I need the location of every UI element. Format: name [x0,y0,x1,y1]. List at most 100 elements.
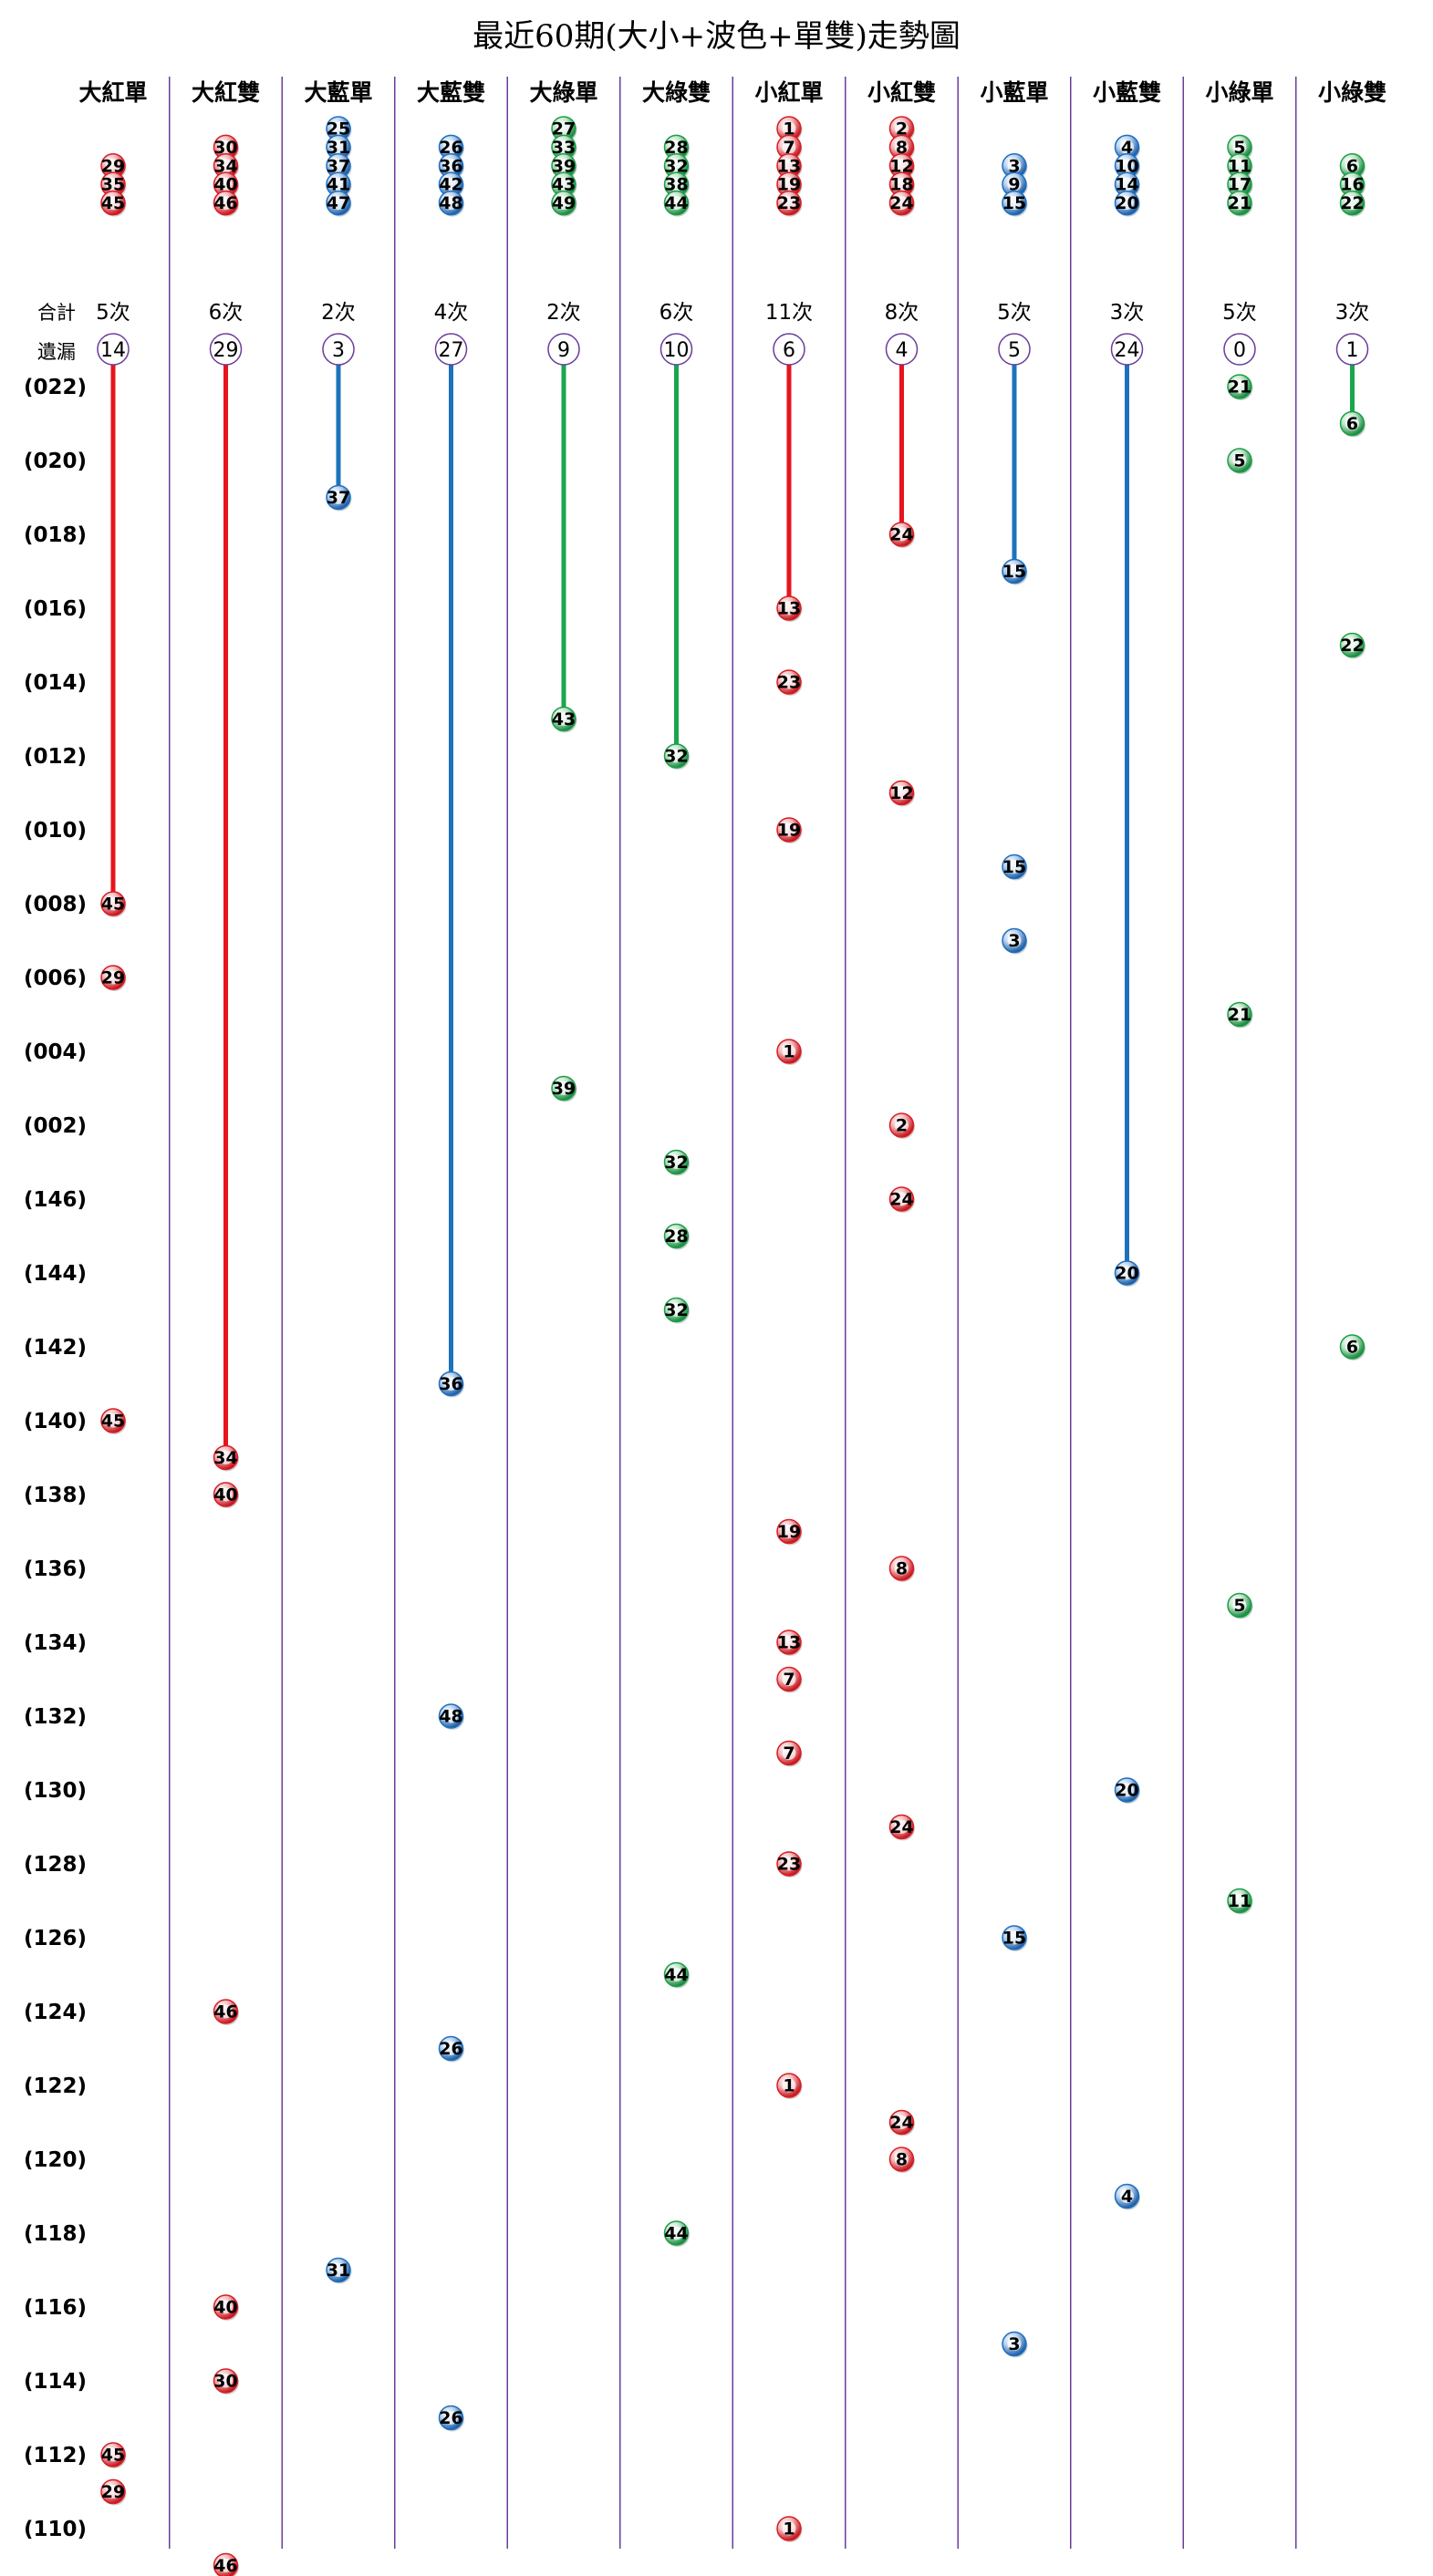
column-header: 大藍雙 [417,79,485,106]
missing-count: 14 [100,339,126,362]
period-label: (006) [24,967,87,990]
ball-center [219,1451,233,1464]
column-total: 4次 [434,301,469,325]
candidate-ball: 20 [1114,190,1140,217]
ball-center [782,1044,796,1059]
ball-number: 42 [439,175,462,195]
period-label: (134) [24,1631,87,1655]
period-label: (124) [24,2001,87,2024]
ball-number: 29 [101,968,125,988]
ball-number: 32 [664,1300,688,1320]
ball-number: 43 [552,709,576,729]
ball-center [219,140,233,154]
ball-number: 34 [213,156,237,176]
ball-center [1007,934,1022,947]
hit-ball: 29 [100,2478,127,2506]
column-total: 2次 [321,301,356,325]
ball-center [1232,1894,1247,1908]
ball-center [1007,159,1022,173]
ball-number: 41 [327,175,350,195]
ball-number: 43 [552,175,576,195]
column-dividers [169,77,1297,2549]
hit-ball: 39 [551,1075,577,1102]
ball-center [782,1857,796,1871]
ball-number: 24 [889,525,913,545]
ball-number: 36 [439,156,462,176]
ball-center [895,1820,909,1834]
hit-ball: 3 [1002,2331,1028,2358]
candidate-ball: 30 [213,134,239,161]
period-label: (112) [24,2444,87,2467]
period-label: (142) [24,1336,87,1360]
missing-count: 1 [1346,339,1359,362]
period-label: (128) [24,1853,87,1877]
hit-ball: 8 [888,1556,915,1582]
hit-ball: 21 [1227,374,1253,400]
ball-number: 4 [1121,2187,1133,2207]
ball-number: 13 [777,156,801,176]
ball-number: 46 [213,2002,237,2023]
ball-number: 8 [896,1559,908,1579]
ball-center [556,196,571,211]
ball-center [895,2152,909,2167]
ball-number: 15 [1002,193,1026,213]
ball-center [219,2374,233,2388]
period-label: (008) [24,893,87,916]
ball-number: 17 [1228,175,1251,195]
ball-center [782,2521,796,2536]
ball-center [106,196,120,211]
ball-number: 26 [439,138,462,158]
ball-center [1345,196,1359,211]
hit-ball: 45 [100,891,127,917]
candidate-ball: 1 [776,116,803,142]
missing-circle [885,333,919,366]
missing-circle [209,333,243,366]
missing-count: 6 [783,339,795,362]
candidate-ball: 23 [776,190,803,217]
hit-ball: 30 [213,2368,239,2395]
ball-number: 16 [1340,175,1364,195]
ball-number: 46 [213,2556,237,2576]
ball-center [219,2559,233,2572]
ball-number: 3 [1008,2334,1020,2354]
column-total: 11次 [765,301,813,325]
column-header: 小綠單 [1205,79,1273,106]
ball-number: 23 [777,1855,801,1875]
column-header: 大綠單 [529,79,597,106]
hit-ball: 28 [663,1223,690,1250]
ball-center [1232,1008,1247,1021]
ball-center [1007,177,1022,191]
ball-center [106,970,120,985]
ball-number: 6 [1346,156,1358,176]
ball-number: 40 [213,1485,237,1505]
candidate-ball: 21 [1227,190,1253,217]
ball-number: 22 [1340,193,1364,213]
hit-ball: 29 [100,965,127,991]
hit-ball: 24 [888,1186,915,1213]
hit-ball: 37 [326,484,352,512]
ball-center [1007,196,1022,211]
ball-number: 21 [1228,193,1251,213]
ball-center [782,1746,796,1760]
period-label: (130) [24,1779,87,1803]
ball-number: 2 [896,1116,908,1136]
period-label: (114) [24,2370,87,2394]
column-total: 3次 [1110,301,1145,325]
ball-number: 21 [1228,378,1251,398]
ball-center [1120,196,1134,211]
ball-center [106,1413,120,1428]
ball-number: 24 [889,193,913,213]
ball-center [219,2300,233,2314]
column-total: 6次 [659,301,694,325]
hit-ball: 43 [551,706,577,733]
ball-center [444,1709,458,1723]
ball-number: 7 [783,138,794,158]
ball-number: 32 [664,156,688,176]
candidate-ball: 44 [663,190,690,217]
ball-number: 11 [1228,156,1251,176]
ball-center [1232,1598,1247,1612]
ball-center [1120,177,1134,191]
ball-center [670,2226,683,2240]
ball-number: 47 [327,193,350,213]
ball-number: 23 [777,193,801,213]
